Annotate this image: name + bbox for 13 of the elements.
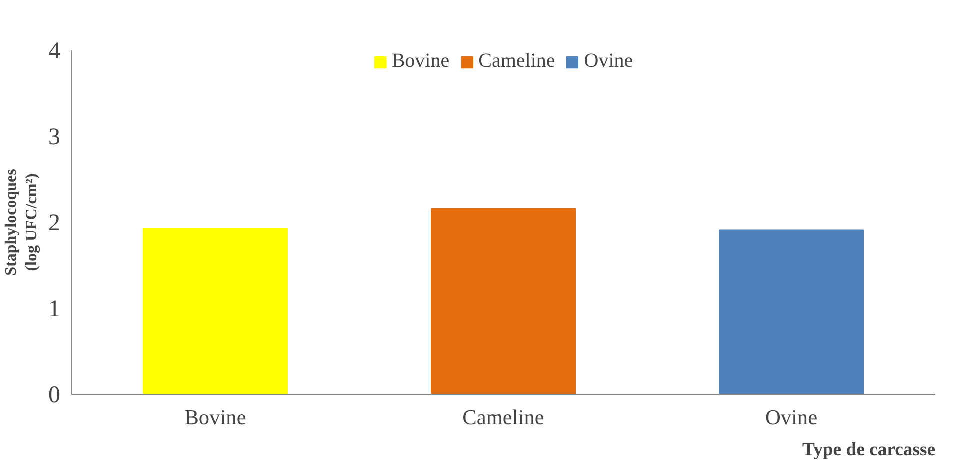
legend-label: Ovine — [584, 50, 634, 73]
legend-label: Cameline — [478, 50, 556, 73]
y-tick-label: 4 — [48, 38, 60, 64]
y-tick-label: 1 — [48, 296, 60, 322]
x-tick-label: Bovine — [184, 406, 246, 430]
x-tick-label: Ovine — [765, 406, 818, 430]
y-tick-label: 0 — [48, 382, 60, 408]
y-tick-label: 3 — [48, 124, 60, 150]
legend-label: Bovine — [392, 50, 450, 73]
x-tick-label: Cameline — [462, 406, 544, 430]
y-tick-label: 2 — [48, 210, 60, 236]
y-axis-title: Staphylocoques (log UFC/cm²) — [3, 169, 40, 276]
x-axis-title: Type de carcasse — [802, 440, 936, 460]
